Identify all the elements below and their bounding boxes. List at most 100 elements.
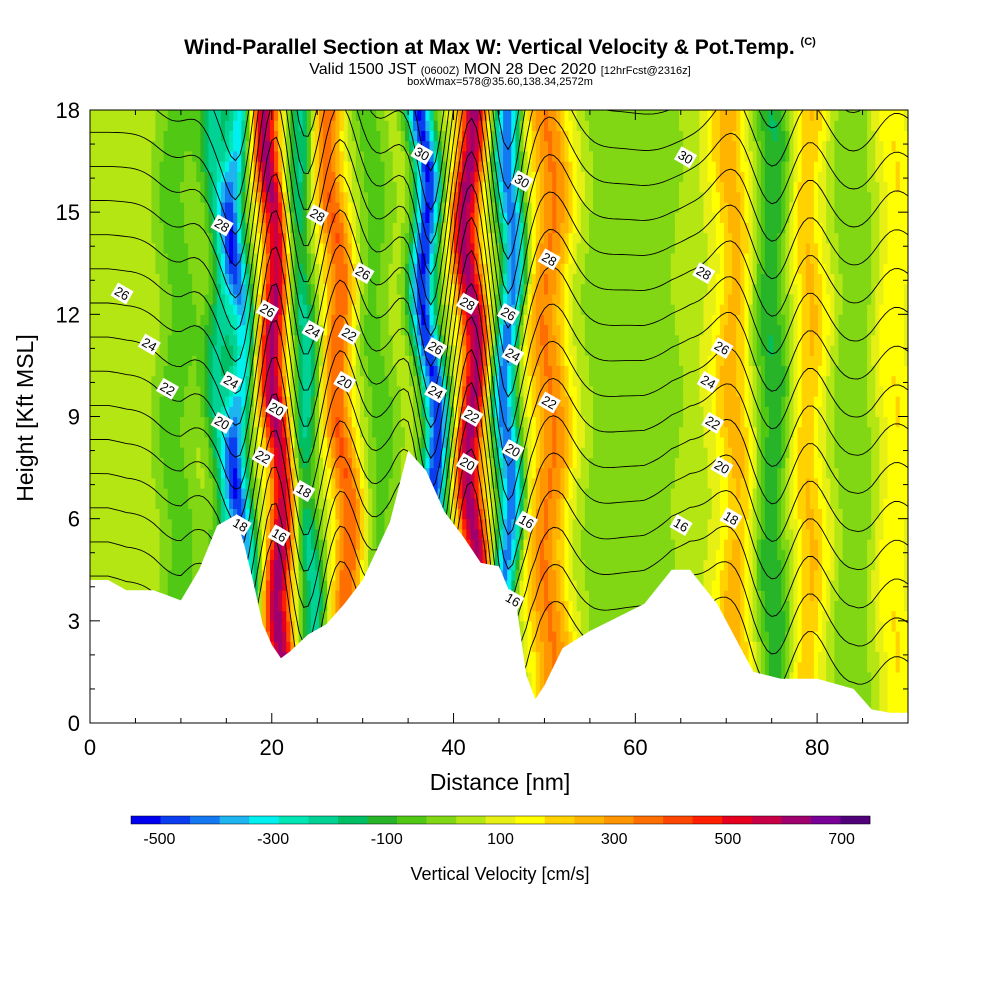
velocity-cell	[212, 120, 218, 131]
velocity-cell	[359, 232, 365, 244]
velocity-cell	[392, 345, 398, 356]
velocity-cell	[302, 375, 308, 387]
velocity-cell	[335, 161, 341, 172]
velocity-cell	[286, 447, 291, 458]
velocity-cell	[339, 508, 345, 520]
velocity-cell	[323, 150, 328, 162]
velocity-cell	[237, 498, 242, 509]
velocity-cell	[388, 396, 394, 407]
velocity-cell	[384, 201, 390, 213]
velocity-cell	[347, 130, 353, 142]
velocity-cell	[421, 426, 426, 438]
velocity-cell	[114, 406, 120, 418]
velocity-cell	[184, 140, 189, 152]
velocity-cell	[249, 436, 255, 448]
velocity-cell	[245, 447, 251, 458]
velocity-cell	[249, 283, 255, 295]
velocity-cell	[290, 191, 296, 203]
velocity-cell	[102, 181, 107, 193]
velocity-cell	[253, 457, 259, 469]
velocity-cell	[376, 212, 381, 223]
velocity-cell	[130, 273, 136, 285]
velocity-cell	[351, 314, 357, 326]
velocity-cell	[376, 477, 381, 489]
velocity-cell	[359, 314, 365, 326]
velocity-cell	[331, 600, 336, 612]
velocity-cell	[249, 201, 255, 213]
velocity-cell	[130, 201, 136, 213]
velocity-cell	[368, 508, 373, 520]
velocity-cell	[413, 140, 418, 152]
velocity-cell	[282, 457, 287, 469]
velocity-cell	[384, 498, 390, 509]
velocity-cell	[147, 396, 152, 407]
velocity-cell	[208, 426, 214, 438]
velocity-cell	[155, 161, 161, 172]
velocity-cell	[396, 232, 402, 244]
velocity-cell	[151, 242, 157, 254]
velocity-cell	[175, 416, 181, 428]
velocity-cell	[286, 590, 291, 601]
velocity-cell	[323, 222, 328, 234]
velocity-cell	[425, 396, 431, 407]
velocity-cell	[290, 273, 296, 285]
velocity-cell	[192, 518, 197, 530]
velocity-cell	[302, 610, 308, 622]
velocity-cell	[278, 508, 283, 520]
velocity-cell	[294, 498, 300, 509]
velocity-cell	[196, 242, 201, 254]
velocity-cell	[306, 498, 312, 509]
velocity-cell	[171, 508, 177, 520]
velocity-cell	[400, 314, 406, 326]
velocity-cell	[364, 171, 369, 183]
velocity-cell	[282, 161, 287, 172]
velocity-cell	[208, 253, 214, 264]
velocity-cell	[180, 590, 185, 601]
velocity-cell	[380, 201, 386, 213]
velocity-cell	[118, 477, 124, 489]
velocity-cell	[130, 385, 136, 397]
velocity-cell	[376, 539, 381, 550]
velocity-cell	[298, 161, 304, 172]
velocity-cell	[208, 212, 214, 223]
velocity-cell	[216, 447, 222, 458]
velocity-cell	[135, 396, 140, 407]
velocity-cell	[376, 293, 381, 305]
velocity-cell	[343, 447, 349, 458]
velocity-cell	[159, 569, 165, 581]
velocity-cell	[102, 416, 107, 428]
velocity-cell	[417, 334, 422, 346]
velocity-cell	[229, 488, 234, 499]
velocity-cell	[376, 447, 381, 458]
velocity-cell	[327, 324, 332, 336]
velocity-cell	[155, 304, 161, 315]
velocity-cell	[241, 447, 246, 458]
velocity-cell	[306, 232, 312, 244]
velocity-cell	[351, 580, 357, 591]
velocity-cell	[282, 559, 287, 571]
velocity-cell	[94, 498, 99, 509]
velocity-cell	[270, 140, 275, 152]
velocity-cell	[143, 498, 148, 509]
velocity-cell	[167, 355, 173, 366]
velocity-cell	[94, 253, 99, 264]
velocity-cell	[208, 334, 214, 346]
velocity-cell	[200, 253, 206, 264]
velocity-cell	[270, 365, 275, 377]
velocity-cell	[155, 191, 161, 203]
velocity-cell	[229, 467, 234, 479]
velocity-cell	[384, 253, 390, 264]
velocity-cell	[347, 242, 353, 254]
velocity-cell	[175, 590, 181, 601]
velocity-cell	[417, 385, 422, 397]
velocity-cell	[253, 569, 259, 581]
velocity-cell	[306, 283, 312, 295]
velocity-cell	[364, 406, 369, 418]
velocity-cell	[249, 304, 255, 315]
velocity-cell	[384, 488, 390, 499]
velocity-cell	[278, 385, 283, 397]
velocity-cell	[237, 426, 242, 438]
velocity-cell	[278, 110, 283, 121]
velocity-cell	[241, 498, 246, 509]
velocity-cell	[245, 406, 251, 418]
